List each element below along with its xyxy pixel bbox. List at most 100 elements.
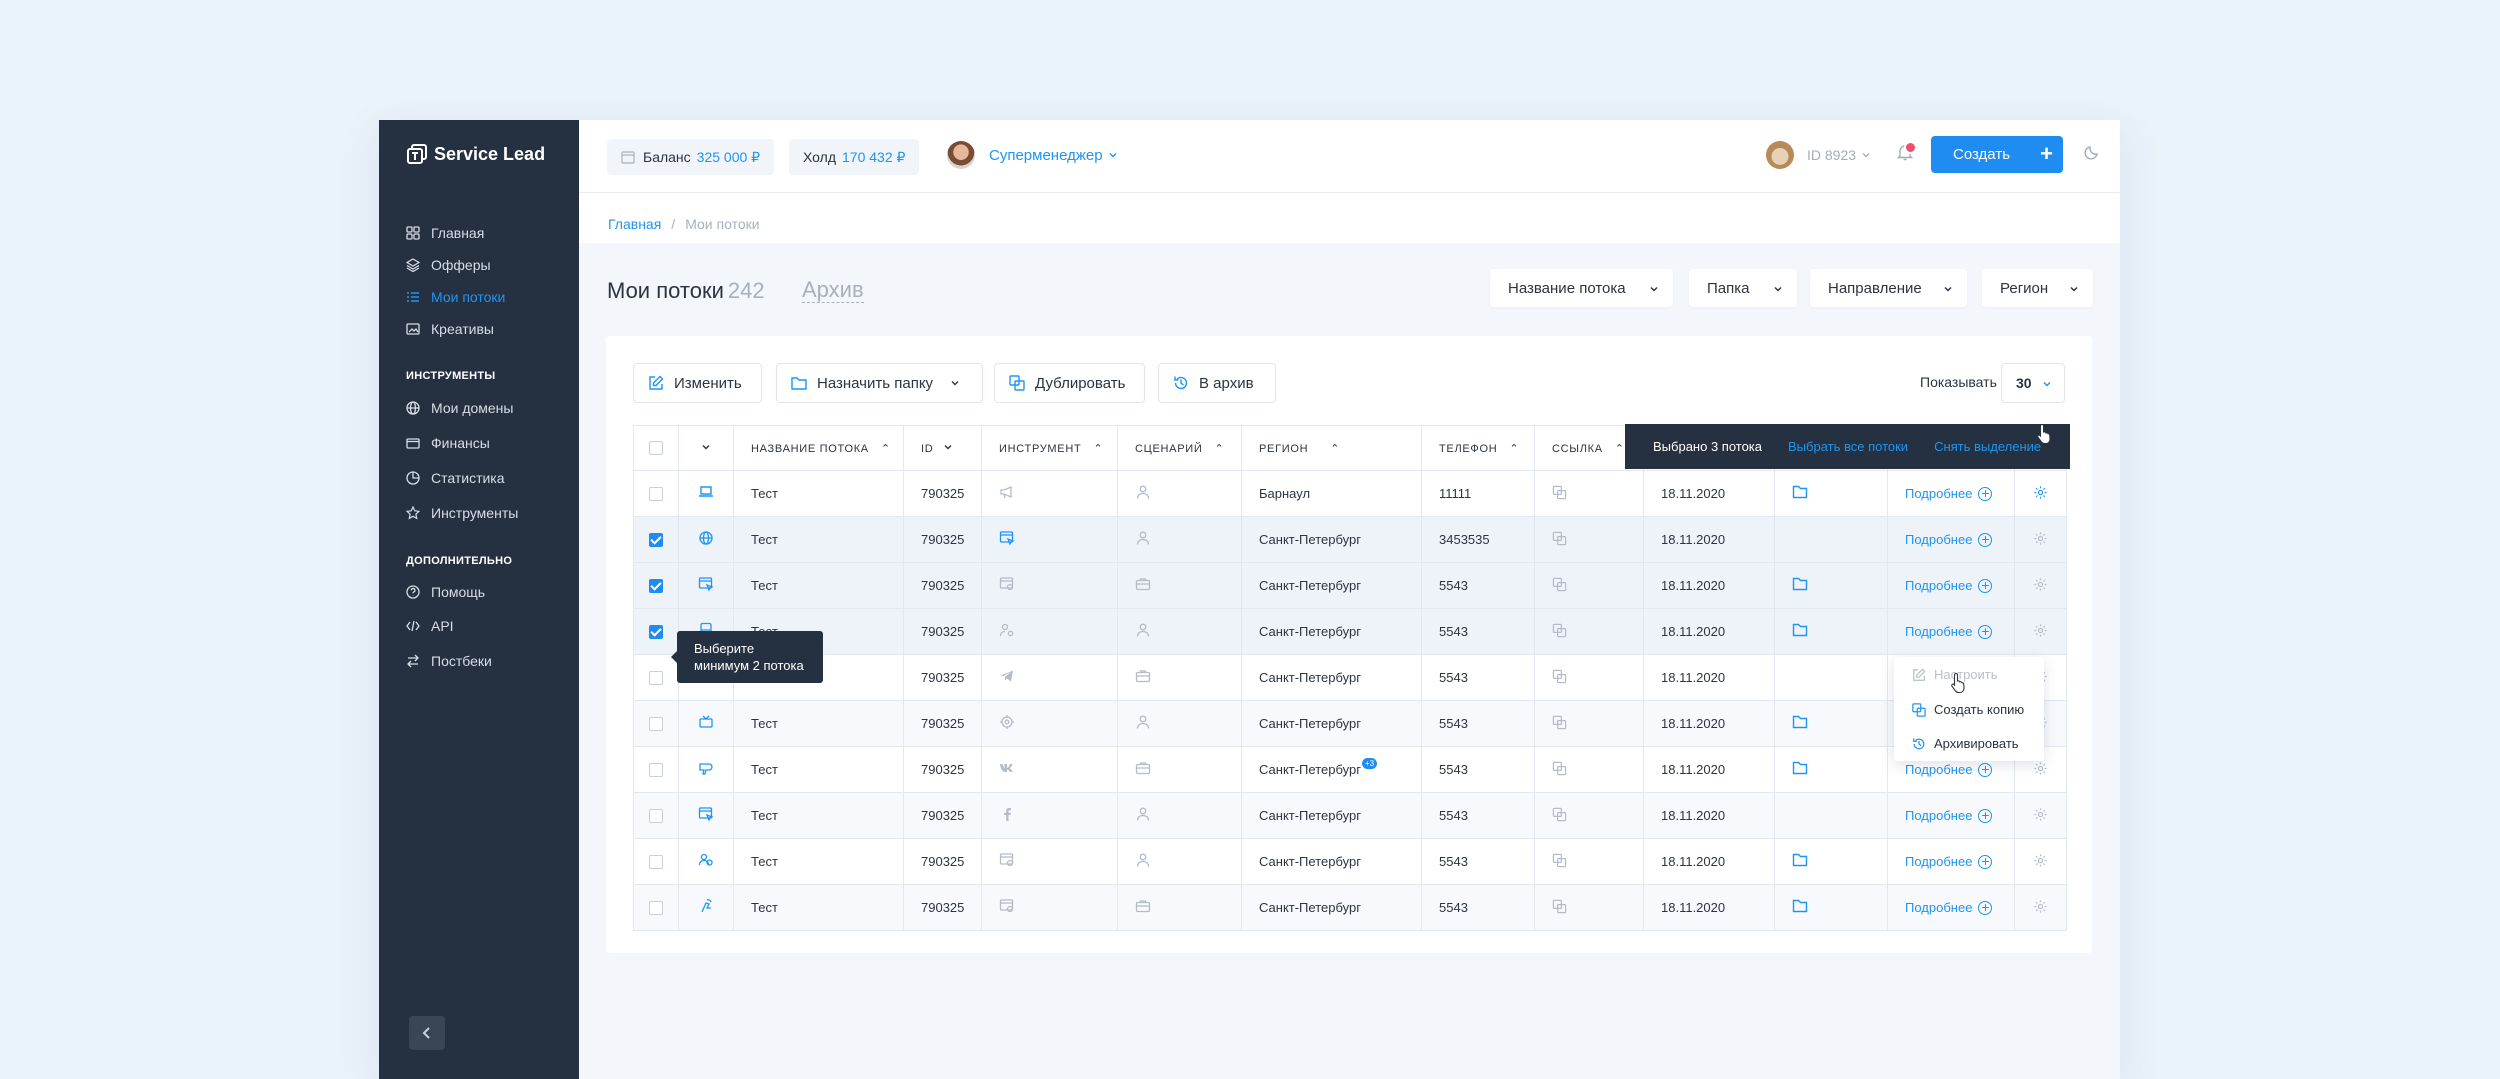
archive-button[interactable]: В архив xyxy=(1158,363,1276,403)
region-extra-badge[interactable]: +3 xyxy=(1361,758,1378,769)
row-checkbox[interactable] xyxy=(649,625,663,640)
menu-item-create-copy[interactable]: Создать копию xyxy=(1912,702,2024,717)
settings-cell[interactable] xyxy=(2014,792,2067,839)
link-cell[interactable] xyxy=(1534,654,1644,701)
folder-cell[interactable] xyxy=(1774,746,1888,793)
settings-cell[interactable] xyxy=(2014,562,2067,609)
link-cell[interactable] xyxy=(1534,516,1644,563)
row-checkbox[interactable] xyxy=(649,579,663,594)
link-cell[interactable] xyxy=(1534,470,1644,517)
table-row[interactable]: Тест 790325 Санкт-Петербург 5543 18.11.2… xyxy=(633,562,2067,609)
details-link[interactable]: Подробнее + xyxy=(1905,532,1993,548)
per-page-select[interactable]: 30 xyxy=(2001,363,2065,403)
filter-stream-name[interactable]: Название потока xyxy=(1490,269,1673,307)
menu-item-configure[interactable]: Настроить xyxy=(1912,667,1998,682)
details-link[interactable]: Подробнее + xyxy=(1905,808,1993,824)
filter-folder[interactable]: Папка xyxy=(1689,269,1797,307)
table-row[interactable]: Тест 790325 Санкт-Петербург 3453535 18.1… xyxy=(633,516,2067,563)
folder-cell[interactable] xyxy=(1774,884,1888,931)
table-row[interactable]: Тест 790325 Санкт-Петербург 5543 18.11.2… xyxy=(633,838,2067,885)
table-row[interactable]: Тест 790325 Санкт-Петербург 5543 18.11.2… xyxy=(633,608,2067,655)
theme-toggle[interactable] xyxy=(2084,144,2100,165)
row-checkbox[interactable] xyxy=(649,809,663,824)
link-cell[interactable] xyxy=(1534,884,1644,931)
settings-cell[interactable] xyxy=(2014,470,2067,517)
details-link[interactable]: Подробнее + xyxy=(1905,854,1993,870)
sidebar-item-my-streams[interactable]: Мои потоки xyxy=(406,287,505,307)
column-header-phone[interactable]: ТЕЛЕФОН ⌃ xyxy=(1421,425,1535,471)
clear-selection-link[interactable]: Снять выделение xyxy=(1934,439,2042,454)
settings-cell[interactable] xyxy=(2014,838,2067,885)
filter-direction[interactable]: Направление xyxy=(1810,269,1967,307)
details-link[interactable]: Подробнее + xyxy=(1905,486,1993,502)
column-header-id[interactable]: ID xyxy=(903,425,982,471)
link-cell[interactable] xyxy=(1534,608,1644,655)
gear-icon xyxy=(2034,807,2047,821)
edit-button[interactable]: Изменить xyxy=(633,363,762,403)
link-cell[interactable] xyxy=(1534,700,1644,747)
table-row[interactable]: Тест 790325 Барнаул 11111 18.11.2020 Под… xyxy=(633,470,2067,517)
tab-archive[interactable]: Архив xyxy=(802,277,864,303)
settings-cell[interactable] xyxy=(2014,884,2067,931)
sidebar-item-creatives[interactable]: Креативы xyxy=(406,319,494,339)
link-cell[interactable] xyxy=(1534,792,1644,839)
type-column-header[interactable] xyxy=(678,425,734,471)
select-all-link[interactable]: Выбрать все потоки xyxy=(1788,439,1909,454)
details-link[interactable]: Подробнее + xyxy=(1905,578,1993,594)
row-checkbox[interactable] xyxy=(649,533,663,548)
table-row[interactable]: Тест 790325 Санкт-Петербург 5543 18.11.2… xyxy=(633,700,2067,747)
assign-folder-button[interactable]: Назначить папку xyxy=(776,363,983,403)
link-cell[interactable] xyxy=(1534,838,1644,885)
folder-cell[interactable] xyxy=(1774,608,1888,655)
row-checkbox[interactable] xyxy=(649,763,663,778)
link-cell[interactable] xyxy=(1534,746,1644,793)
user-menu[interactable]: Суперменеджер xyxy=(947,141,1118,169)
link-cell[interactable] xyxy=(1534,562,1644,609)
hold-pill[interactable]: Холд 170 432 ₽ xyxy=(789,139,920,175)
settings-cell[interactable] xyxy=(2014,608,2067,655)
column-header-tool[interactable]: ИНСТРУМЕНТ ⌃ xyxy=(981,425,1118,471)
column-header-scenario[interactable]: СЦЕНАРИЙ ⌃ xyxy=(1117,425,1242,471)
folder-cell[interactable] xyxy=(1774,562,1888,609)
row-checkbox[interactable] xyxy=(649,855,663,870)
filter-region[interactable]: Регион xyxy=(1982,269,2093,307)
menu-item-archive[interactable]: Архивировать xyxy=(1912,736,2019,751)
sidebar-item-statistics[interactable]: Статистика xyxy=(406,468,505,488)
folder-cell[interactable] xyxy=(1774,700,1888,747)
row-checkbox[interactable] xyxy=(649,717,663,732)
settings-cell[interactable] xyxy=(2014,516,2067,563)
duplicate-button[interactable]: Дублировать xyxy=(994,363,1145,403)
logo[interactable]: Service Lead xyxy=(406,142,545,166)
sidebar-item-postbacks[interactable]: Постбеки xyxy=(406,651,492,671)
table-row[interactable]: Тест 790325 Санкт-Петербург +3 5543 18.11… xyxy=(633,746,2067,793)
row-checkbox[interactable] xyxy=(649,671,663,686)
column-header-region[interactable]: РЕГИОН ⌃ xyxy=(1241,425,1422,471)
table-row[interactable]: Тест 790325 Санкт-Петербург 5543 18.11.2… xyxy=(633,792,2067,839)
sidebar-item-api[interactable]: API xyxy=(406,616,454,636)
sidebar-item-finance[interactable]: Финансы xyxy=(406,433,490,453)
notifications-button[interactable] xyxy=(1896,141,1917,166)
balance-pill[interactable]: Баланс 325 000 ₽ xyxy=(607,139,775,175)
sidebar-item-domains[interactable]: Мои домены xyxy=(406,398,513,418)
row-checkbox[interactable] xyxy=(649,901,663,916)
globe-icon xyxy=(406,401,420,415)
details-link[interactable]: Подробнее + xyxy=(1905,762,1993,778)
collapse-sidebar-button[interactable] xyxy=(409,1016,445,1050)
sidebar-item-tools[interactable]: Инструменты xyxy=(406,503,518,523)
sidebar-item-help[interactable]: Помощь xyxy=(406,582,485,602)
sidebar-item-offers[interactable]: Офферы xyxy=(406,255,491,275)
create-button[interactable]: Создать + xyxy=(1931,136,2063,173)
folder-cell[interactable] xyxy=(1774,470,1888,517)
row-checkbox[interactable] xyxy=(649,487,663,502)
folder-cell[interactable] xyxy=(1774,838,1888,885)
table-row[interactable]: Тест 790325 Санкт-Петербург 5543 18.11.2… xyxy=(633,884,2067,931)
breadcrumb-home[interactable]: Главная xyxy=(608,216,662,232)
select-all-checkbox[interactable] xyxy=(649,441,663,455)
table-row[interactable]: Тест 790325 Санкт-Петербург 5543 18.11.2… xyxy=(633,654,2067,701)
account-menu[interactable]: ID 8923 xyxy=(1766,141,1871,169)
column-header-name[interactable]: НАЗВАНИЕ ПОТОКА ⌃ xyxy=(733,425,904,471)
id-cell: 790325 xyxy=(903,700,982,747)
details-link[interactable]: Подробнее + xyxy=(1905,900,1993,916)
details-link[interactable]: Подробнее + xyxy=(1905,624,1993,640)
sidebar-item-home[interactable]: Главная xyxy=(406,223,484,243)
